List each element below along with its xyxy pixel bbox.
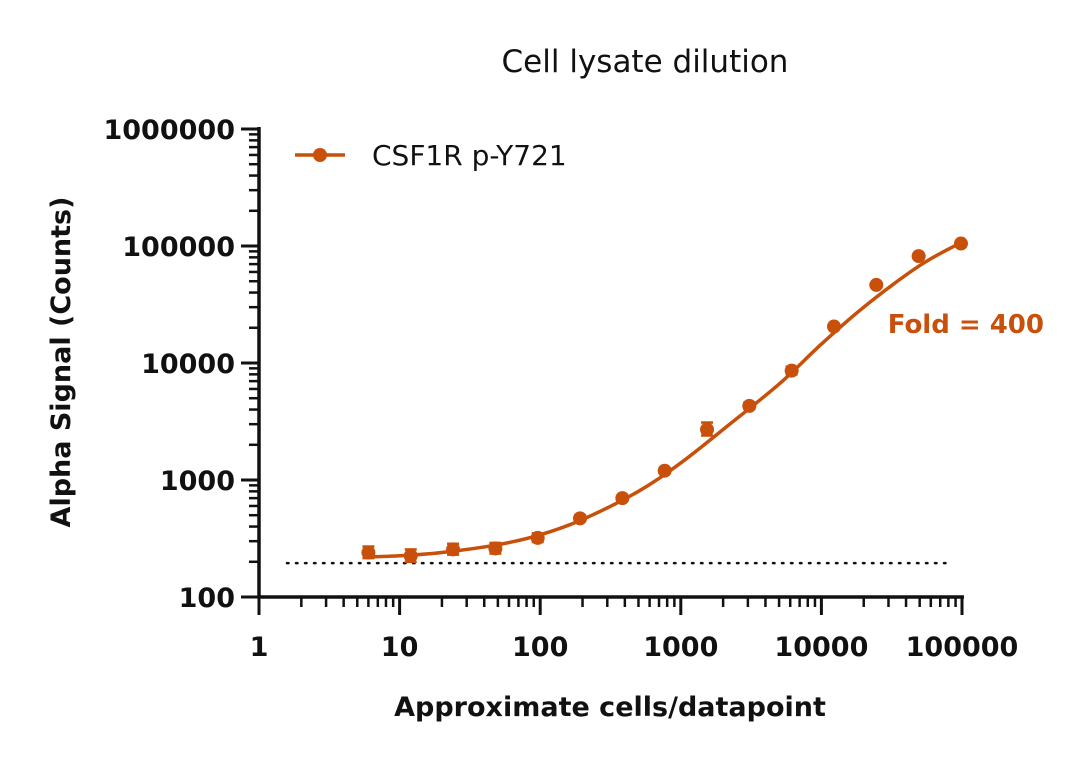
legend-label: CSF1R p-Y721 — [372, 139, 567, 172]
data-point — [530, 530, 545, 545]
x-tick-label: 1 — [250, 632, 269, 663]
data-point — [826, 319, 841, 334]
data-point — [361, 545, 376, 560]
data-point — [573, 511, 588, 526]
x-tick-label: 100 — [512, 632, 568, 663]
x-tick-label: 10000 — [774, 632, 868, 663]
y-tick-label: 10000 — [141, 349, 235, 380]
x-axis-ticks: 1 10 100 1000 10000 100000 — [250, 597, 1019, 663]
y-tick-label: 1000000 — [103, 115, 235, 146]
y-tick-label: 1000 — [160, 466, 235, 497]
x-tick-label: 1000 — [643, 632, 718, 663]
y-axis-ticks: 100 1000 10000 100000 1000000 — [103, 115, 259, 614]
data-point — [700, 422, 715, 437]
x-tick-label: 100000 — [906, 632, 1019, 663]
data-point — [911, 249, 926, 264]
data-point — [742, 398, 757, 413]
data-point — [657, 463, 672, 478]
y-axis-label: Alpha Signal (Counts) — [46, 197, 77, 528]
legend: CSF1R p-Y721 — [295, 139, 567, 172]
data-point — [869, 277, 884, 292]
data-point — [615, 491, 630, 506]
axes — [257, 127, 964, 599]
y-tick-label: 100000 — [122, 232, 235, 263]
legend-marker — [313, 148, 327, 162]
chart-title: Cell lysate dilution — [502, 44, 789, 80]
data-points — [361, 236, 968, 564]
fold-annotation: Fold = 400 — [888, 310, 1044, 340]
y-tick-label: 100 — [179, 583, 235, 614]
data-point — [403, 548, 418, 563]
data-point — [446, 542, 461, 557]
data-point — [488, 541, 503, 556]
data-point — [953, 236, 968, 251]
data-point — [784, 363, 799, 378]
x-tick-label: 10 — [381, 632, 419, 663]
x-axis-label: Approximate cells/datapoint — [394, 692, 826, 723]
